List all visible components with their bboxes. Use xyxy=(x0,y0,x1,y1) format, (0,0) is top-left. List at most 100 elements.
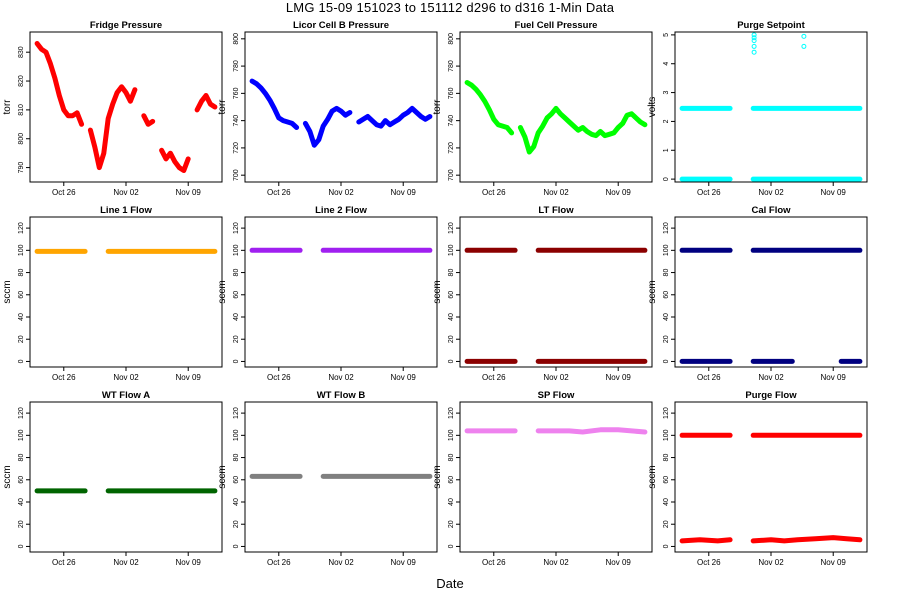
data-series xyxy=(87,84,138,171)
y-tick-label: 40 xyxy=(663,498,670,506)
panel-title: LT Flow xyxy=(538,205,574,216)
y-tick-label: 40 xyxy=(448,498,455,506)
x-tick-label: Oct 26 xyxy=(482,373,506,382)
y-tick-label: 40 xyxy=(233,313,240,321)
y-tick-label: 120 xyxy=(18,407,25,419)
y-tick-label: 800 xyxy=(448,33,455,45)
data-series xyxy=(302,105,353,148)
y-tick-label: 120 xyxy=(448,407,455,419)
data-points xyxy=(679,32,863,182)
figure-title: LMG 15-09 151023 to 151112 d296 to d316 … xyxy=(285,0,615,15)
plot-frame xyxy=(244,31,438,183)
x-tick-label: Oct 26 xyxy=(52,373,76,382)
y-tick-label: 0 xyxy=(663,177,670,181)
plot-frame xyxy=(674,401,868,553)
x-tick-label: Oct 26 xyxy=(267,373,291,382)
y-tick-label: 100 xyxy=(663,244,670,256)
y-tick-label: 0 xyxy=(18,359,25,363)
y-tick-label: 80 xyxy=(663,454,670,462)
x-tick-label: Nov 09 xyxy=(606,188,632,197)
y-tick-label: 700 xyxy=(233,169,240,181)
y-tick-label: 40 xyxy=(18,313,25,321)
data-point xyxy=(751,38,757,44)
data-points xyxy=(464,80,648,155)
y-axis-label: sccm xyxy=(217,465,228,488)
y-axis-label: volts xyxy=(647,97,658,118)
y-tick-label: 1 xyxy=(663,148,670,152)
x-tick-label: Nov 09 xyxy=(176,558,202,567)
panel-title: Purge Setpoint xyxy=(737,20,805,31)
y-tick-label: 0 xyxy=(233,544,240,548)
y-tick-label: 790 xyxy=(18,162,25,174)
data-series xyxy=(194,93,218,113)
y-axis-label: torr xyxy=(432,99,443,115)
y-tick-label: 800 xyxy=(233,33,240,45)
panel-3: Fuel Cell Pressure torr 700 720 740 760 780 800… xyxy=(432,20,653,197)
panel-10: WT Flow B sccm 0 20 40 60 80 100 120 Oct 26 Nov 02… xyxy=(217,390,438,567)
data-series xyxy=(750,535,863,544)
panel-5: Line 1 Flow sccm 0 20 40 60 80 100 120 Oct 26 Nov … xyxy=(2,205,223,382)
data-series xyxy=(34,41,85,127)
plot-frame xyxy=(29,216,223,368)
x-tick-label: Oct 26 xyxy=(697,373,721,382)
y-tick-label: 810 xyxy=(18,104,25,116)
x-tick-label: Nov 02 xyxy=(758,373,784,382)
y-tick-label: 20 xyxy=(18,520,25,528)
y-tick-label: 60 xyxy=(448,291,455,299)
data-points xyxy=(679,432,863,544)
plot-frame xyxy=(29,31,223,183)
y-tick-label: 700 xyxy=(448,169,455,181)
x-tick-label: Nov 02 xyxy=(113,558,139,567)
y-axis-label: sccm xyxy=(647,465,658,488)
y-tick-label: 80 xyxy=(663,269,670,277)
plot-frame xyxy=(674,31,868,183)
y-tick-label: 100 xyxy=(18,244,25,256)
panel-title: Cal Flow xyxy=(751,205,791,216)
data-point xyxy=(801,33,807,39)
x-tick-label: Nov 09 xyxy=(821,188,847,197)
y-tick-label: 100 xyxy=(448,429,455,441)
y-tick-label: 740 xyxy=(448,115,455,127)
x-tick-label: Nov 02 xyxy=(113,373,139,382)
y-tick-label: 0 xyxy=(18,544,25,548)
y-tick-label: 120 xyxy=(233,222,240,234)
x-tick-label: Nov 02 xyxy=(758,188,784,197)
data-points xyxy=(679,247,863,364)
x-tick-label: Nov 09 xyxy=(391,373,417,382)
y-tick-label: 100 xyxy=(233,244,240,256)
panel-8: Cal Flow sccm 0 20 40 60 80 100 120 Oct 26 Nov 02 N… xyxy=(647,205,868,382)
y-axis-label: sccm xyxy=(647,280,658,303)
y-tick-label: 2 xyxy=(663,119,670,123)
x-tick-label: Nov 02 xyxy=(328,188,354,197)
y-tick-label: 100 xyxy=(663,429,670,441)
plot-frame xyxy=(459,31,653,183)
x-tick-label: Nov 02 xyxy=(543,373,569,382)
panel-12: Purge Flow sccm 0 20 40 60 80 100 120 Oct 26 Nov 0… xyxy=(647,390,868,567)
data-series xyxy=(356,105,433,129)
panel-title: Purge Flow xyxy=(745,390,797,401)
data-series xyxy=(517,105,648,155)
panel-title: Line 1 Flow xyxy=(100,205,152,216)
x-tick-label: Nov 02 xyxy=(328,373,354,382)
x-tick-label: Oct 26 xyxy=(482,558,506,567)
y-tick-label: 40 xyxy=(663,313,670,321)
x-axis-title: Date xyxy=(436,576,464,591)
y-tick-label: 830 xyxy=(18,46,25,58)
x-tick-label: Oct 26 xyxy=(52,188,76,197)
panel-title: SP Flow xyxy=(538,390,575,401)
y-tick-label: 0 xyxy=(233,359,240,363)
y-tick-label: 20 xyxy=(663,335,670,343)
y-tick-label: 80 xyxy=(18,269,25,277)
y-tick-label: 800 xyxy=(18,133,25,145)
y-tick-label: 760 xyxy=(233,87,240,99)
y-tick-label: 760 xyxy=(448,87,455,99)
y-tick-label: 820 xyxy=(18,75,25,87)
y-tick-label: 80 xyxy=(233,454,240,462)
y-tick-label: 60 xyxy=(663,291,670,299)
y-tick-label: 120 xyxy=(663,222,670,234)
x-tick-label: Nov 09 xyxy=(606,558,632,567)
data-series xyxy=(141,113,156,127)
panel-title: Licor Cell B Pressure xyxy=(293,20,389,31)
y-axis-label: sccm xyxy=(432,465,443,488)
panel-title: Line 2 Flow xyxy=(315,205,367,216)
